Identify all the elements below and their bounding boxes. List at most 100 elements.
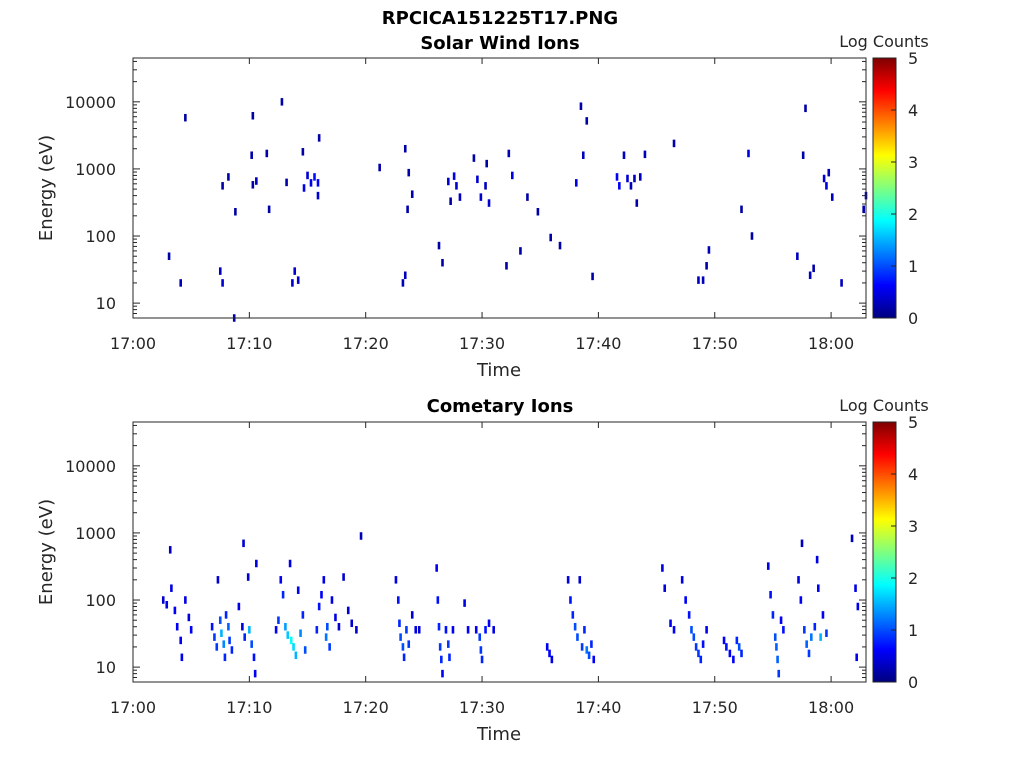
heatmap-cell (580, 643, 584, 651)
heatmap-cell (291, 279, 294, 287)
heatmap-cell (234, 207, 237, 216)
heatmap-cell (574, 179, 578, 187)
heatmap-cell (485, 159, 489, 168)
heatmap-cell (796, 252, 799, 260)
y-tick-label: 100 (85, 227, 116, 246)
heatmap-cell (306, 171, 309, 180)
panel-solar-wind-ions: Solar Wind Ions 17:00 17:10 17:20 17:30 17:4… (36, 32, 929, 381)
heatmap-cell (769, 590, 772, 599)
heatmap-cell (692, 633, 696, 641)
heatmap-cell (285, 178, 288, 187)
heatmap-cell (187, 613, 191, 622)
heatmap-cell (410, 611, 414, 619)
x-tick-label: 17:00 (110, 698, 156, 717)
heatmap-cell (705, 262, 708, 270)
x-tick-label: 18:00 (808, 334, 854, 353)
heatmap-cell (315, 626, 319, 634)
heatmap-cell (850, 534, 854, 543)
heatmap-cell (220, 629, 223, 637)
heatmap-cell (479, 646, 483, 654)
heatmap-cell (455, 182, 458, 190)
heatmap-cell (776, 655, 779, 664)
heatmap-cell (401, 643, 405, 651)
heatmap-cell (253, 669, 257, 678)
heatmap-cell (777, 669, 781, 678)
heatmap-cell (766, 562, 770, 570)
heatmap-cell (167, 252, 171, 260)
heatmap-cell (669, 619, 672, 628)
heatmap-cell (223, 653, 227, 662)
heatmap-cell (585, 646, 589, 654)
heatmap-cell (819, 633, 822, 641)
heatmap-cell (436, 596, 440, 604)
heatmap-cell (740, 205, 743, 214)
y-tick-label: 10 (96, 658, 116, 677)
heatmap-cell (168, 546, 172, 554)
heatmap-cell (722, 636, 726, 645)
heatmap-cell (438, 643, 442, 651)
heatmap-cell (804, 104, 807, 113)
heatmap-cell (478, 633, 482, 641)
y-tick-label: 1000 (75, 524, 116, 543)
heatmap-cell (161, 596, 165, 604)
heatmap-cell (280, 98, 284, 106)
heatmap-cell (822, 174, 826, 183)
heatmap-cell (359, 532, 363, 540)
heatmap-cell (399, 633, 402, 641)
heatmap-cell (407, 168, 411, 177)
heatmap-cell (440, 655, 443, 664)
heatmap-cell (250, 151, 253, 159)
x-tick-label: 17:00 (110, 334, 156, 353)
heatmap-cell (855, 653, 858, 662)
heatmap-cell (417, 626, 421, 634)
heatmap-cell (277, 616, 280, 624)
heatmap-cell (435, 564, 438, 572)
heatmap-cell (405, 626, 408, 634)
heatmap-cell (441, 258, 444, 267)
y-tick-label: 10000 (65, 93, 116, 112)
heatmap-cell (510, 171, 514, 180)
heatmap-cell (293, 267, 297, 275)
heatmap-cell (816, 584, 820, 592)
x-tick-label: 17:50 (692, 334, 738, 353)
heatmap-cell (189, 626, 193, 634)
heatmap-cell (292, 643, 295, 651)
heatmap-cell (548, 649, 551, 658)
heatmap-cell (173, 606, 177, 615)
heatmap-cell (170, 584, 173, 592)
x-tick-label: 17:30 (459, 334, 505, 353)
colorbar-tick-label: 1 (908, 257, 918, 276)
heatmap-cell (320, 590, 323, 599)
heatmap-cell (643, 150, 647, 159)
heatmap-cell (378, 163, 381, 172)
heatmap-cell (394, 576, 398, 584)
heatmap-cell (694, 643, 698, 651)
heatmap-cell (326, 622, 329, 631)
heatmap-cell (573, 622, 577, 631)
heatmap-cell (279, 576, 283, 584)
colorbar (872, 57, 897, 319)
heatmap-cell (732, 655, 735, 664)
heatmap-cell (237, 602, 241, 611)
x-tick-label: 17:40 (575, 334, 621, 353)
heatmap-cell (281, 590, 285, 599)
y-axis-label: Energy (eV) (36, 135, 57, 241)
heatmap-cell (398, 619, 401, 628)
colorbar-ticks: 0 1 2 3 4 5 (891, 49, 918, 328)
heatmap-cell (813, 622, 817, 631)
y-tick-label: 1000 (75, 160, 116, 179)
heatmap-cell (227, 173, 230, 181)
colorbar-tick-label: 1 (908, 621, 918, 640)
heatmap-cell (680, 576, 684, 584)
heatmap-cell (324, 633, 328, 641)
heatmap-cell (725, 643, 728, 651)
heatmap-cell (437, 241, 441, 250)
heatmap-cell (248, 626, 251, 634)
heatmap-cell (707, 246, 711, 254)
x-axis-label: Time (476, 724, 521, 745)
heatmap-cell (578, 576, 582, 584)
heatmap-cell (289, 636, 293, 645)
colorbar-label: Log Counts (839, 32, 929, 51)
heatmap-cell (243, 633, 246, 641)
heatmap-cell (296, 276, 300, 284)
